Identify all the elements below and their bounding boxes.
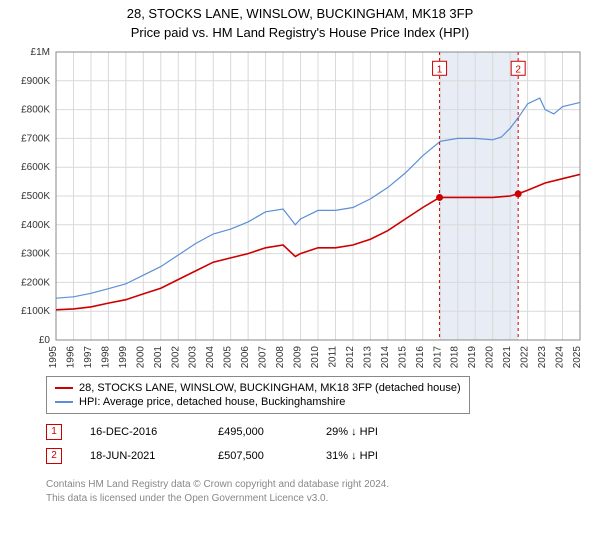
svg-text:2020: 2020 (485, 346, 496, 368)
svg-text:1995: 1995 (48, 346, 59, 368)
marker-price: £507,500 (218, 450, 298, 462)
chart-svg: 1995 1996 1997 1998 1999 2000 2001 2002 2003 2004… (10, 48, 590, 368)
svg-text:2011: 2011 (327, 346, 338, 368)
marker-delta: 29% ↓ HPI (326, 426, 426, 438)
svg-text:2014: 2014 (380, 346, 391, 368)
marker-row: 1 16-DEC-2016 £495,000 29% ↓ HPI (46, 420, 426, 444)
svg-text:2024: 2024 (555, 346, 566, 368)
chart-title-line2: Price paid vs. HM Land Registry's House … (0, 23, 600, 40)
svg-text:2023: 2023 (537, 346, 548, 368)
svg-text:£500K: £500K (21, 191, 50, 202)
svg-text:2: 2 (515, 64, 521, 75)
marker-table: 1 16-DEC-2016 £495,000 29% ↓ HPI 2 18-JUN-202… (46, 420, 426, 468)
svg-text:2013: 2013 (362, 346, 373, 368)
svg-text:£900K: £900K (21, 76, 50, 87)
legend: 28, STOCKS LANE, WINSLOW, BUCKINGHAM, MK… (46, 376, 470, 414)
svg-text:2000: 2000 (135, 346, 146, 368)
marker-date: 16-DEC-2016 (90, 426, 190, 438)
svg-text:2010: 2010 (310, 346, 321, 368)
svg-text:£400K: £400K (21, 220, 50, 231)
svg-text:£100K: £100K (21, 306, 50, 317)
legend-row: 28, STOCKS LANE, WINSLOW, BUCKINGHAM, MK… (55, 381, 461, 395)
svg-text:2022: 2022 (520, 346, 531, 368)
svg-text:2021: 2021 (502, 346, 513, 368)
legend-swatch (55, 387, 73, 389)
svg-text:£700K: £700K (21, 133, 50, 144)
svg-text:2007: 2007 (258, 346, 269, 368)
svg-text:1: 1 (437, 64, 443, 75)
svg-text:£0: £0 (39, 335, 51, 346)
svg-text:2009: 2009 (293, 346, 304, 368)
svg-text:2003: 2003 (188, 346, 199, 368)
marker-number-box: 2 (46, 448, 62, 464)
legend-row: HPI: Average price, detached house, Buck… (55, 395, 461, 409)
marker-row: 2 18-JUN-2021 £507,500 31% ↓ HPI (46, 444, 426, 468)
footer-text: Contains HM Land Registry data © Crown c… (46, 478, 389, 506)
svg-text:2016: 2016 (415, 346, 426, 368)
chart-title-line1: 28, STOCKS LANE, WINSLOW, BUCKINGHAM, MK… (0, 0, 600, 23)
svg-text:1999: 1999 (118, 346, 129, 368)
svg-text:2004: 2004 (205, 346, 216, 368)
legend-label: 28, STOCKS LANE, WINSLOW, BUCKINGHAM, MK… (79, 382, 461, 394)
svg-text:2001: 2001 (153, 346, 164, 368)
svg-text:2006: 2006 (240, 346, 251, 368)
svg-text:2005: 2005 (223, 346, 234, 368)
legend-swatch (55, 401, 73, 403)
marker-number-box: 1 (46, 424, 62, 440)
svg-text:2019: 2019 (467, 346, 478, 368)
marker-date: 18-JUN-2021 (90, 450, 190, 462)
chart-container: 28, STOCKS LANE, WINSLOW, BUCKINGHAM, MK… (0, 0, 600, 560)
svg-text:£1M: £1M (31, 48, 50, 58)
svg-text:£300K: £300K (21, 249, 50, 260)
svg-text:2008: 2008 (275, 346, 286, 368)
svg-text:£800K: £800K (21, 105, 50, 116)
svg-text:2018: 2018 (450, 346, 461, 368)
chart-area: 1995 1996 1997 1998 1999 2000 2001 2002 2003 2004… (10, 48, 590, 368)
footer-line2: This data is licensed under the Open Gov… (46, 492, 389, 506)
svg-text:2015: 2015 (397, 346, 408, 368)
svg-text:2017: 2017 (432, 346, 443, 368)
svg-text:1998: 1998 (100, 346, 111, 368)
svg-text:2012: 2012 (345, 346, 356, 368)
marker-price: £495,000 (218, 426, 298, 438)
svg-text:1996: 1996 (65, 346, 76, 368)
svg-text:£200K: £200K (21, 277, 50, 288)
legend-label: HPI: Average price, detached house, Buck… (79, 396, 345, 408)
marker-delta: 31% ↓ HPI (326, 450, 426, 462)
svg-text:1997: 1997 (83, 346, 94, 368)
svg-text:2002: 2002 (170, 346, 181, 368)
footer-line1: Contains HM Land Registry data © Crown c… (46, 478, 389, 492)
svg-text:£600K: £600K (21, 162, 50, 173)
svg-text:2025: 2025 (572, 346, 583, 368)
